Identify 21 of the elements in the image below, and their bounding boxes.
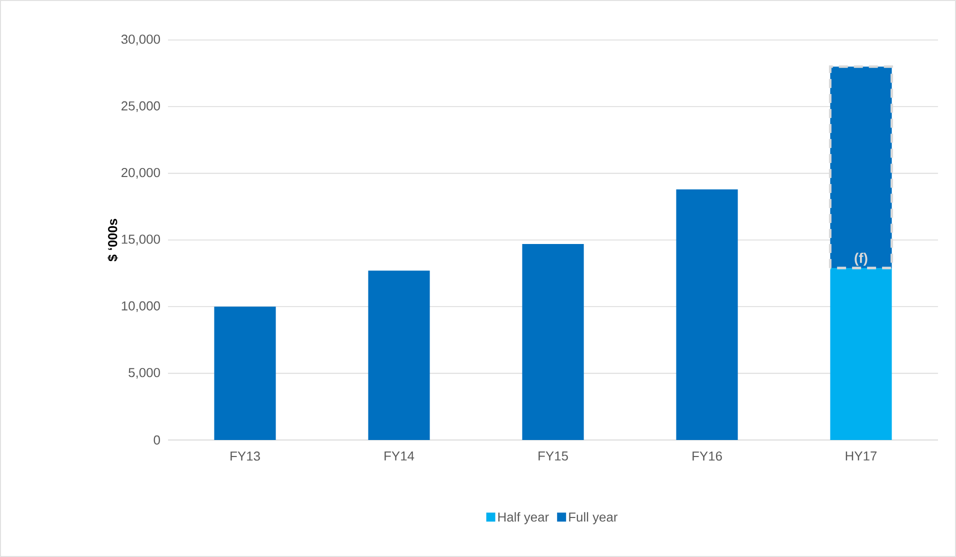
bar [368, 270, 430, 440]
legend-label: Half year [498, 512, 549, 524]
y-tick-label: 15,000 [122, 234, 160, 246]
x-tick-label: FY14 [384, 452, 414, 460]
y-tick-label: 0 [154, 435, 160, 445]
x-tick-label: FY15 [538, 452, 568, 461]
y-tick-label: 25,000 [122, 101, 160, 112]
bar [214, 306, 276, 440]
x-tick-label: FY16 [692, 452, 722, 461]
bar [830, 268, 892, 440]
y-axis-title: $ ‘000s [107, 218, 118, 262]
legend-label: Full year [569, 512, 618, 524]
bar [522, 244, 584, 440]
annotation: (f) [854, 252, 868, 266]
y-tick-label: 10,000 [122, 301, 160, 312]
x-tick-label: FY13 [230, 452, 260, 461]
y-tick-label: 5,000 [128, 368, 160, 379]
y-tick-label: 20,000 [122, 168, 160, 179]
y-tick-label: 30,000 [121, 34, 160, 46]
bar [676, 189, 738, 440]
x-tick-label: HY17 [846, 452, 877, 460]
